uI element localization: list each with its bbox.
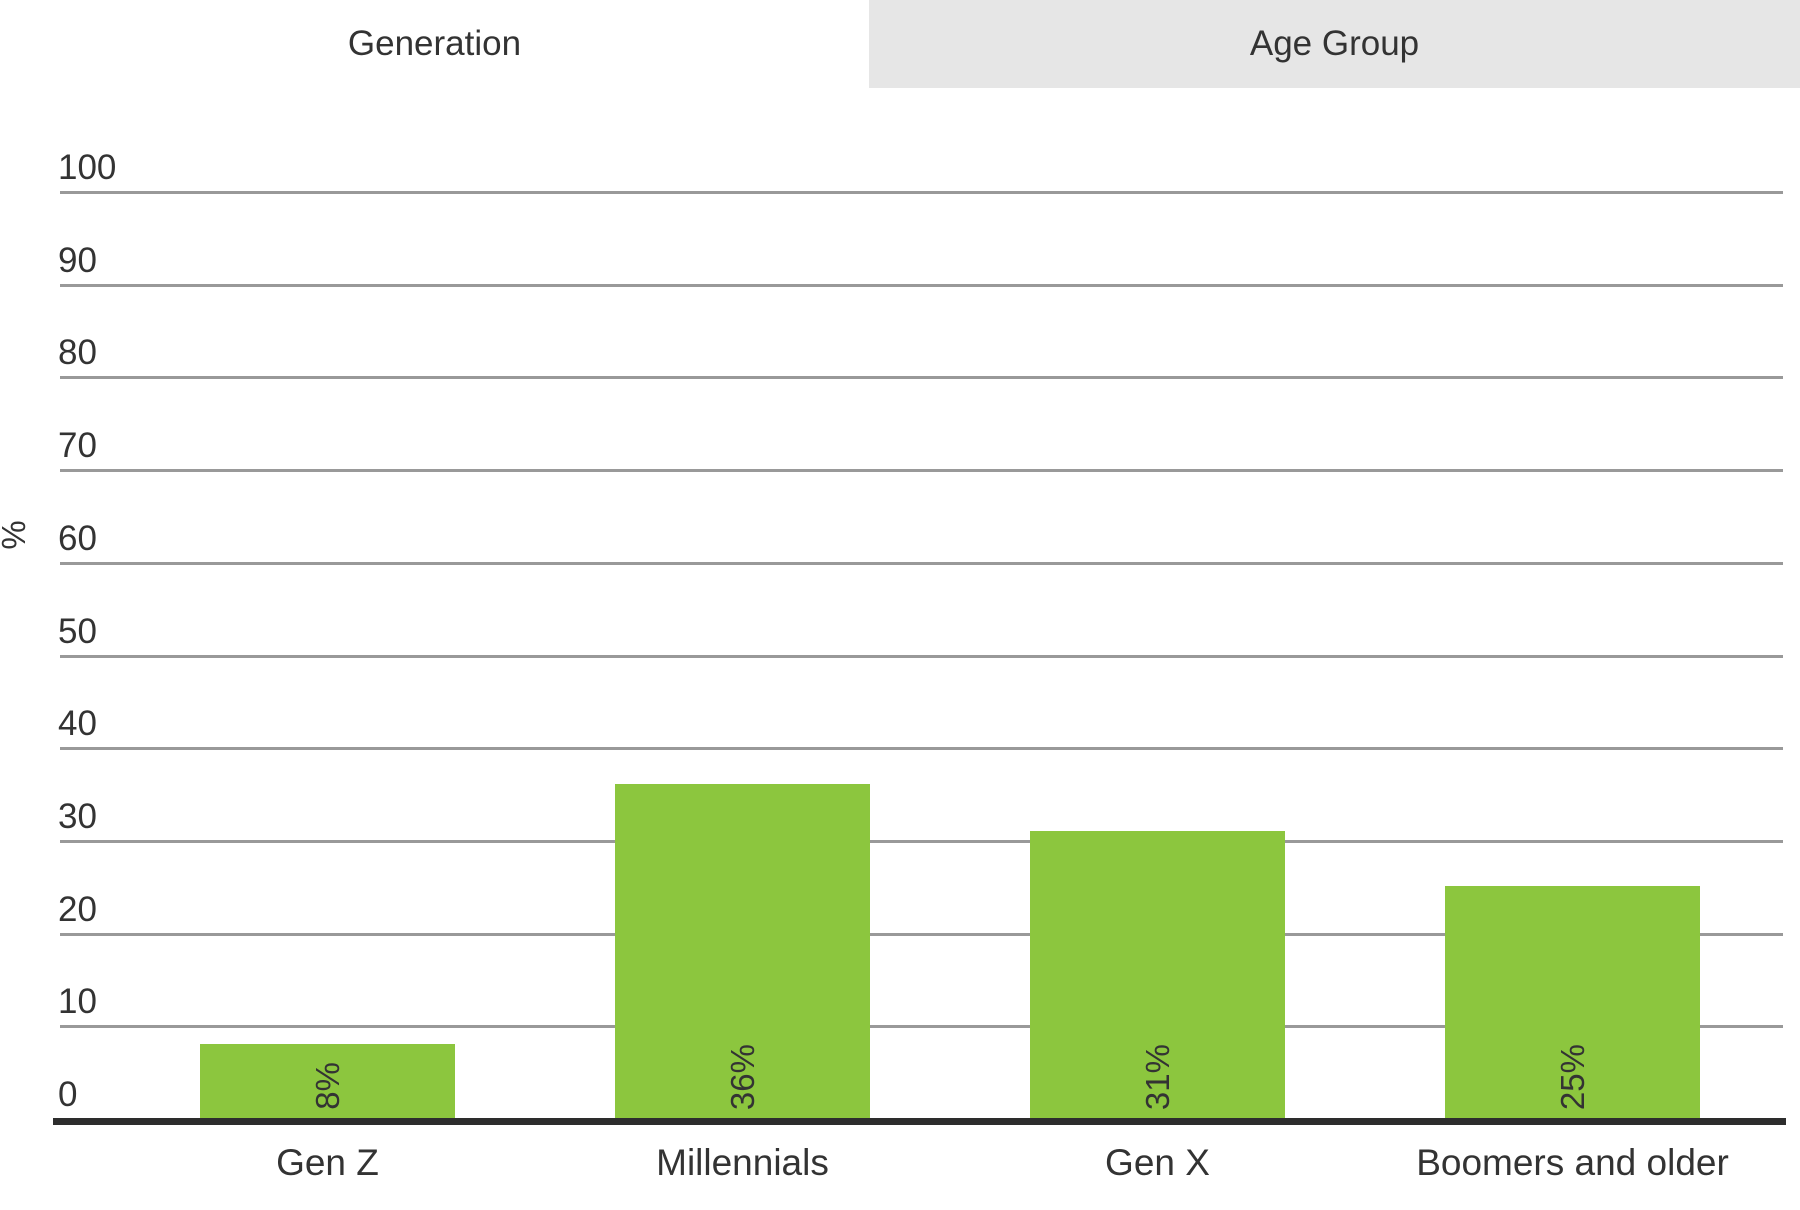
gridline [60, 469, 1783, 473]
x-axis-line [53, 1118, 1786, 1125]
gridline [60, 191, 1783, 194]
gridline [60, 654, 1783, 658]
x-category-label: Gen X [1105, 1142, 1210, 1183]
bar-value-label: 8% [308, 1062, 346, 1110]
y-axis-title: % [0, 515, 34, 555]
y-tick-label: 80 [58, 333, 97, 373]
y-tick-label: 90 [58, 240, 97, 280]
tab-generation-label: Generation [347, 24, 522, 63]
tab-generation[interactable]: Generation [0, 0, 869, 88]
bar[interactable] [1445, 886, 1700, 1118]
y-tick-label: 60 [58, 518, 97, 558]
x-category-label: Boomers and older [1416, 1142, 1729, 1183]
bar-value-label: 36% [723, 1043, 761, 1110]
gridline [60, 283, 1783, 287]
y-tick-label: 70 [58, 426, 97, 466]
gridline [60, 376, 1783, 380]
tab-age-group[interactable]: Age Group [869, 0, 1800, 88]
gridline [60, 839, 1783, 843]
bar[interactable] [615, 784, 870, 1118]
y-tick-label: 40 [58, 704, 97, 744]
x-category-label: Gen Z [276, 1142, 379, 1183]
bar[interactable] [1030, 830, 1285, 1118]
tab-bar: Generation Age Group [0, 0, 1800, 88]
y-tick-label: 50 [58, 611, 97, 651]
bar-value-label: 25% [1553, 1043, 1591, 1110]
y-tick-label: 30 [58, 796, 97, 836]
bar-value-label: 31% [1138, 1043, 1176, 1110]
gridline [60, 1025, 1783, 1029]
y-tick-label: 10 [58, 982, 97, 1022]
tab-age-group-label: Age Group [1249, 24, 1420, 63]
x-category-label: Millennials [656, 1142, 829, 1183]
gridline [60, 561, 1783, 565]
y-tick-label: 20 [58, 889, 97, 929]
bar[interactable] [200, 1043, 455, 1118]
gridline [60, 747, 1783, 751]
gridline [60, 932, 1783, 936]
y-tick-label: 100 [58, 148, 117, 187]
y-tick-label: 0 [58, 1075, 78, 1114]
